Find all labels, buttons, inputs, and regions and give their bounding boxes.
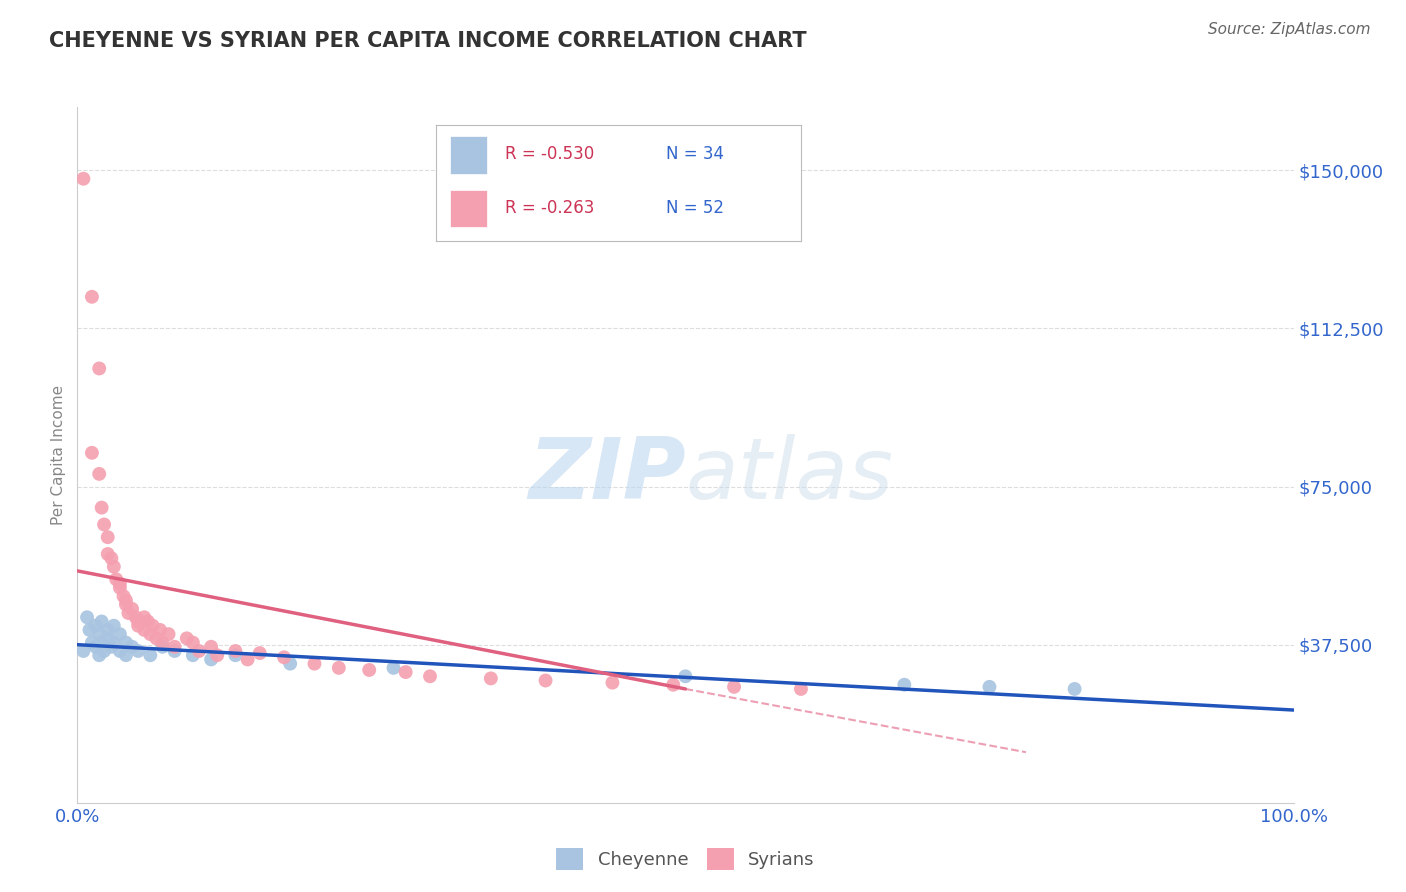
FancyBboxPatch shape	[450, 190, 486, 227]
Point	[1063, 681, 1085, 696]
Point	[117, 606, 139, 620]
Point	[125, 610, 148, 624]
Text: N = 52: N = 52	[666, 199, 724, 217]
Point	[80, 635, 103, 649]
Point	[979, 680, 1001, 694]
Point	[142, 618, 165, 632]
Text: R = -0.263: R = -0.263	[505, 199, 595, 217]
Point	[97, 632, 120, 646]
Point	[419, 669, 441, 683]
Point	[90, 500, 112, 515]
Text: ZIP: ZIP	[527, 434, 686, 517]
Point	[157, 627, 180, 641]
Point	[108, 581, 131, 595]
Point	[121, 602, 143, 616]
Point	[115, 598, 138, 612]
Point	[108, 627, 131, 641]
Point	[163, 644, 186, 658]
Point	[134, 623, 156, 637]
FancyBboxPatch shape	[450, 136, 486, 174]
Point	[163, 640, 186, 654]
Point	[790, 681, 813, 696]
Point	[84, 640, 107, 654]
Point	[249, 646, 271, 660]
Point	[675, 669, 697, 683]
Point	[723, 680, 745, 694]
Point	[181, 648, 204, 663]
Point	[127, 618, 149, 632]
Point	[108, 644, 131, 658]
Point	[152, 640, 174, 654]
Point	[139, 648, 162, 663]
Point	[188, 644, 211, 658]
Point	[100, 640, 122, 654]
Point	[84, 618, 107, 632]
Point	[139, 627, 162, 641]
Y-axis label: Per Capita Income: Per Capita Income	[51, 384, 66, 525]
Text: atlas: atlas	[686, 434, 893, 517]
Point	[181, 635, 204, 649]
Point	[224, 644, 246, 658]
Point	[97, 547, 120, 561]
Point	[304, 657, 326, 671]
Point	[100, 551, 122, 566]
Point	[359, 663, 381, 677]
Text: Source: ZipAtlas.com: Source: ZipAtlas.com	[1208, 22, 1371, 37]
Point	[90, 615, 112, 629]
Point	[278, 657, 301, 671]
Point	[662, 678, 685, 692]
Point	[93, 517, 115, 532]
Point	[136, 615, 159, 629]
Point	[80, 290, 103, 304]
Point	[115, 648, 138, 663]
Point	[893, 678, 915, 692]
Point	[205, 648, 228, 663]
Point	[93, 644, 115, 658]
Point	[200, 640, 222, 654]
Point	[602, 675, 624, 690]
Point	[89, 627, 111, 641]
Point	[76, 610, 98, 624]
Text: N = 34: N = 34	[666, 145, 724, 163]
Text: CHEYENNE VS SYRIAN PER CAPITA INCOME CORRELATION CHART: CHEYENNE VS SYRIAN PER CAPITA INCOME COR…	[49, 31, 807, 51]
Point	[90, 635, 112, 649]
Text: R = -0.530: R = -0.530	[505, 145, 595, 163]
Point	[105, 572, 128, 586]
Point	[176, 632, 198, 646]
Point	[200, 652, 222, 666]
Point	[80, 446, 103, 460]
Point	[115, 635, 138, 649]
Point	[97, 530, 120, 544]
Point	[97, 623, 120, 637]
Point	[103, 559, 125, 574]
Point	[127, 615, 149, 629]
Point	[108, 576, 131, 591]
Point	[89, 467, 111, 481]
Point	[79, 623, 101, 637]
Point	[121, 640, 143, 654]
Point	[534, 673, 557, 688]
Point	[145, 632, 167, 646]
Point	[134, 610, 156, 624]
Point	[103, 618, 125, 632]
Point	[112, 589, 135, 603]
Point	[72, 644, 94, 658]
Point	[382, 661, 405, 675]
Point	[103, 635, 125, 649]
Point	[89, 648, 111, 663]
Point	[127, 644, 149, 658]
Point	[115, 593, 138, 607]
Point	[152, 635, 174, 649]
Point	[149, 623, 172, 637]
Point	[273, 650, 295, 665]
Point	[236, 652, 259, 666]
Point	[328, 661, 350, 675]
Point	[224, 648, 246, 663]
Point	[89, 361, 111, 376]
Point	[479, 672, 502, 686]
Point	[395, 665, 418, 679]
Point	[72, 171, 94, 186]
Legend: Cheyenne, Syrians: Cheyenne, Syrians	[550, 841, 821, 877]
